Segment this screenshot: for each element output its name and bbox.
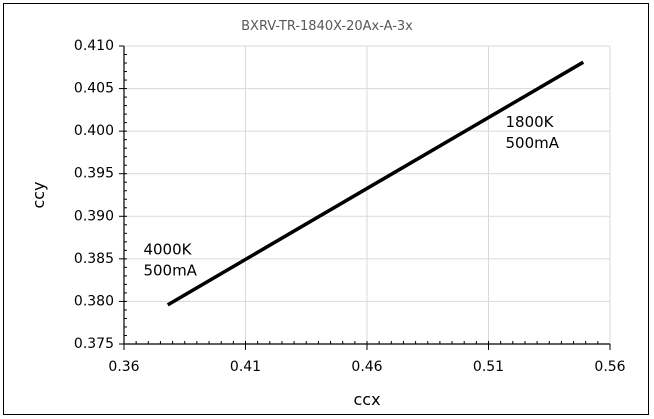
chart-title: BXRV-TR-1840X-20Ax-A-3x [241,19,413,34]
y-tick-label: 0.400 [74,123,114,139]
grid-lines [124,45,611,344]
y-tick-label: 0.375 [74,336,114,352]
x-tick-label: 0.46 [351,359,382,375]
annotation-line: 1800K [506,113,555,131]
annotation-line: 500mA [506,134,560,152]
x-tick-label: 0.36 [108,359,139,375]
x-tick-label: 0.56 [594,359,625,375]
y-tick-label: 0.385 [74,251,114,267]
y-axis-title: ccy [29,181,48,208]
y-tick-label: 0.380 [74,293,114,309]
tick-labels: 0.410 0.405 0.400 0.395 0.390 0.385 0.380 0.375… [74,38,626,375]
x-tick-label: 0.41 [230,359,261,375]
series-lines [166,60,585,307]
annotation-line: 4000K [143,241,192,259]
y-tick-label: 0.395 [74,166,114,182]
chart-frame [3,3,649,415]
annotation-label: 4000K 500mA [143,241,197,280]
y-tick-label: 0.405 [74,81,114,97]
annotation-label: 1800K 500mA [506,113,560,152]
x-axis-title: ccx [353,390,380,409]
x-tick-label: 0.51 [473,359,504,375]
y-tick-label: 0.410 [74,38,114,54]
annotation-line: 500mA [143,262,197,280]
axes [119,45,611,350]
annotations: 1800K 500mA 4000K 500mA [143,113,559,280]
y-tick-label: 0.390 [74,208,114,224]
series-line [166,60,585,307]
